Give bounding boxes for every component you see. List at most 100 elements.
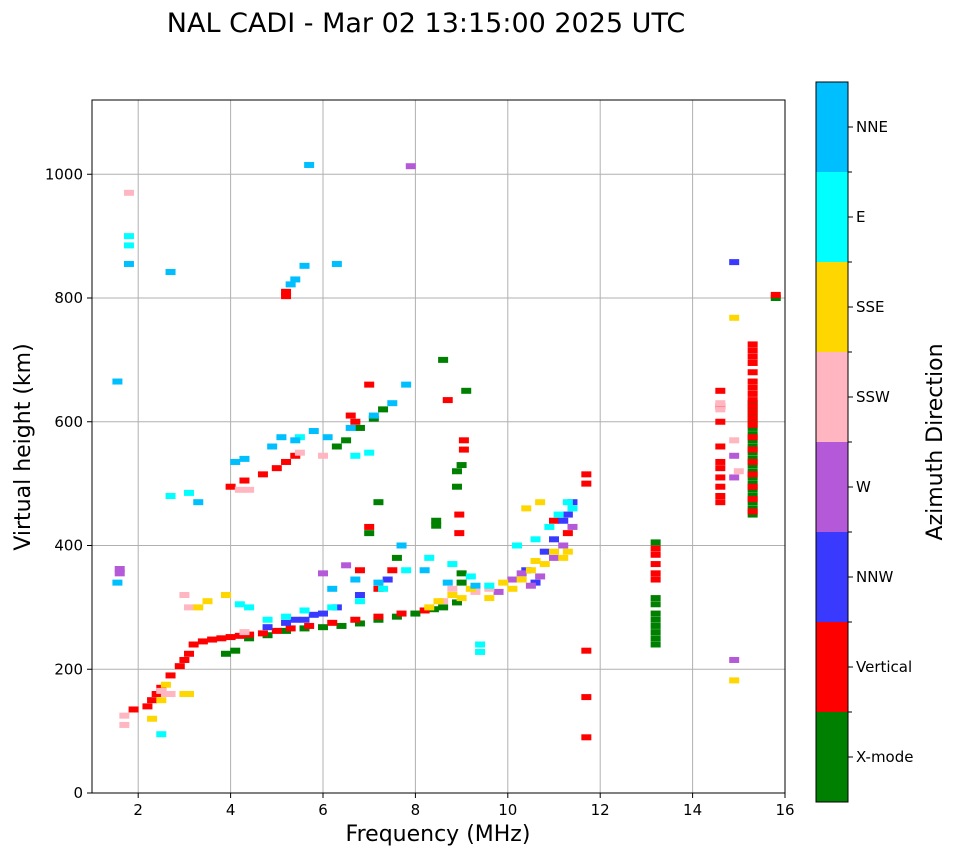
colorbar-segment [816, 172, 848, 262]
data-point [747, 437, 758, 444]
data-point [733, 468, 744, 475]
data-point [202, 598, 213, 605]
colorbar-segment [816, 622, 848, 712]
data-point [290, 452, 301, 459]
data-point [220, 592, 231, 598]
colorbar-segment [816, 82, 848, 172]
data-point [650, 610, 661, 617]
data-point [184, 489, 195, 496]
data-point [281, 619, 292, 626]
data-point [230, 647, 241, 654]
x-tick-label: 12 [591, 801, 610, 819]
data-point [165, 672, 176, 679]
data-point [447, 592, 458, 598]
data-point [747, 347, 758, 354]
data-point [461, 387, 472, 394]
data-point [216, 635, 227, 642]
data-point [193, 499, 204, 506]
data-point [424, 604, 435, 611]
series-sse [147, 314, 740, 722]
data-point [715, 443, 726, 450]
data-point [747, 468, 758, 475]
data-point [451, 483, 462, 490]
colorbar-segment [816, 262, 848, 352]
data-point [770, 291, 781, 298]
data-point [498, 579, 509, 586]
data-point [715, 493, 726, 499]
plot-background [92, 100, 785, 793]
data-point [239, 455, 250, 462]
data-point [484, 585, 495, 592]
data-point [308, 428, 319, 435]
data-point [512, 542, 523, 549]
data-point [747, 508, 758, 515]
data-point [354, 620, 365, 627]
data-point [715, 458, 726, 465]
data-point [156, 697, 167, 704]
data-point [396, 542, 407, 549]
data-point [271, 465, 282, 472]
data-point [516, 570, 527, 577]
data-point [715, 403, 726, 410]
data-point [715, 465, 726, 472]
data-point [454, 530, 465, 537]
data-point [179, 656, 190, 663]
data-point [544, 523, 555, 530]
data-point [558, 517, 569, 524]
data-point [225, 634, 236, 641]
data-point [419, 607, 430, 614]
data-point [304, 622, 315, 629]
data-point [650, 635, 661, 642]
data-point [451, 468, 462, 475]
colorbar-segment [816, 532, 848, 622]
data-point [188, 641, 199, 648]
data-point [530, 536, 541, 543]
data-point [562, 548, 573, 555]
data-point [401, 381, 412, 388]
data-point [747, 412, 758, 419]
data-point [225, 483, 236, 490]
colorbar-label-nne: NNE [856, 118, 888, 136]
data-point [438, 356, 449, 363]
series-x-mode [220, 295, 781, 657]
data-point [456, 462, 467, 469]
data-point [299, 262, 310, 269]
data-point [276, 434, 287, 441]
colorbar-label-vertical: Vertical [856, 658, 912, 676]
data-point [650, 570, 661, 577]
plot-frame [91, 99, 786, 794]
data-point [350, 418, 361, 425]
data-point [244, 635, 255, 642]
data-point [458, 446, 469, 453]
data-point [567, 505, 578, 512]
data-point [747, 474, 758, 481]
data-point [650, 576, 661, 583]
data-point [364, 449, 375, 456]
data-point [354, 424, 365, 431]
data-point [147, 697, 158, 704]
data-point [470, 582, 481, 589]
data-point [562, 499, 573, 506]
data-point [207, 636, 218, 643]
data-point [650, 545, 661, 552]
data-point [364, 530, 375, 537]
data-point [410, 610, 421, 617]
data-point [715, 418, 726, 425]
data-point [318, 452, 328, 459]
colorbar-label-w: W [856, 478, 871, 496]
data-point [558, 554, 569, 561]
data-point [156, 684, 167, 691]
y-tick-label: 800 [54, 289, 83, 307]
data-point [493, 588, 504, 595]
data-point [525, 582, 536, 589]
data-point [299, 607, 310, 614]
y-axis-ticks: 0 200 400 600 800 1000 [45, 165, 92, 802]
data-point [729, 677, 740, 684]
y-axis-label: Virtual height (km) [11, 343, 36, 550]
data-point [431, 517, 442, 524]
data-point [456, 570, 467, 577]
data-point [387, 567, 398, 574]
data-point [747, 449, 758, 456]
data-point [650, 641, 661, 648]
data-point [285, 281, 296, 288]
